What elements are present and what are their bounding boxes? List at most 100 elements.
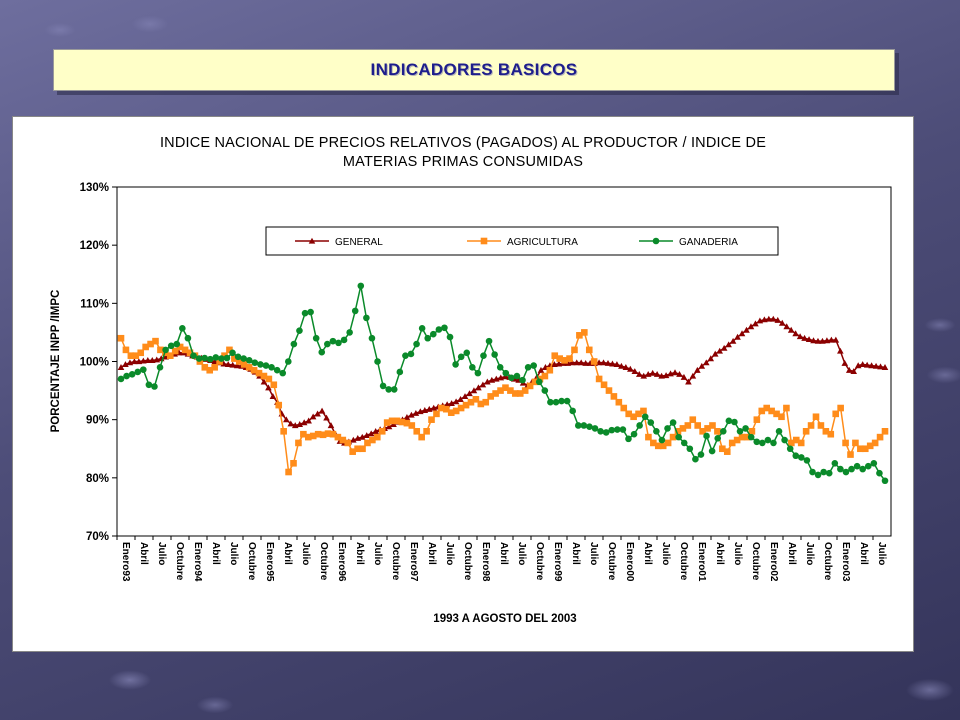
data-point <box>591 425 599 432</box>
data-point <box>552 398 560 406</box>
data-point <box>487 393 494 400</box>
data-point <box>561 357 568 364</box>
data-point <box>868 362 875 369</box>
y-tick-label: 90% <box>86 415 109 427</box>
data-point <box>402 352 409 359</box>
data-point <box>863 361 871 368</box>
data-point <box>680 373 688 380</box>
x-tick-label: Octubre <box>606 542 617 581</box>
data-point <box>566 355 573 362</box>
data-point <box>218 355 225 362</box>
data-point <box>551 361 558 368</box>
data-point <box>857 445 864 453</box>
y-tick-label: 110% <box>80 298 109 310</box>
data-point <box>132 352 140 359</box>
data-point <box>647 419 655 426</box>
data-point <box>408 422 416 429</box>
data-point <box>229 361 236 368</box>
data-point <box>447 409 455 416</box>
data-point <box>290 340 298 348</box>
data-point <box>635 370 643 377</box>
data-point <box>630 413 637 421</box>
data-point <box>809 468 816 476</box>
data-point <box>452 398 460 405</box>
data-point <box>675 433 682 441</box>
data-point <box>358 433 366 440</box>
data-point <box>881 477 889 485</box>
data-point <box>764 436 772 444</box>
data-point <box>852 439 859 447</box>
data-point <box>686 445 694 453</box>
x-tick-label: Enero93 <box>120 542 131 582</box>
data-point <box>223 354 231 362</box>
data-point <box>385 386 392 393</box>
series-line <box>120 318 886 444</box>
data-point <box>162 346 169 354</box>
data-point <box>783 323 791 330</box>
data-point <box>728 439 736 447</box>
data-point <box>212 354 220 361</box>
data-point <box>240 355 247 362</box>
data-point <box>357 282 365 290</box>
data-point <box>671 369 679 376</box>
data-point <box>719 445 726 453</box>
banner-title: INDICADORES BASICOS <box>370 60 578 79</box>
data-point <box>837 404 844 412</box>
data-point <box>689 416 697 423</box>
data-point <box>144 357 152 363</box>
data-point <box>861 445 869 453</box>
data-point <box>622 364 630 370</box>
data-point <box>268 364 275 371</box>
data-point <box>763 404 771 412</box>
data-point <box>615 398 623 406</box>
data-point <box>507 387 514 394</box>
data-point <box>240 361 248 368</box>
data-point <box>761 316 768 323</box>
data-point <box>870 459 878 467</box>
data-point <box>245 364 253 371</box>
data-point <box>226 346 233 354</box>
data-point <box>774 316 782 323</box>
data-point <box>354 445 361 453</box>
data-point <box>608 426 616 434</box>
data-point <box>864 462 872 470</box>
data-point <box>428 416 435 423</box>
data-point <box>586 423 593 430</box>
x-tick-label: Octubre <box>318 542 329 581</box>
data-point <box>521 387 529 394</box>
data-point <box>496 364 504 371</box>
data-point <box>819 337 826 344</box>
data-point <box>654 442 662 450</box>
data-point <box>877 363 884 370</box>
data-point <box>482 398 490 406</box>
data-point <box>797 439 805 447</box>
data-point <box>480 237 488 245</box>
data-point <box>290 459 297 467</box>
chart-title-line1: INDICE NACIONAL DE PRECIOS RELATIVOS (PA… <box>160 135 766 151</box>
data-point <box>201 354 208 362</box>
data-point <box>827 430 835 438</box>
data-point <box>195 355 203 362</box>
data-point <box>324 430 332 437</box>
x-tick-label: Abril <box>570 542 581 565</box>
data-point <box>296 327 303 334</box>
data-point <box>131 358 138 365</box>
data-point <box>714 434 722 442</box>
legend-box <box>265 226 779 256</box>
data-point <box>792 330 799 337</box>
data-point <box>881 364 889 370</box>
data-point <box>770 315 777 322</box>
data-point <box>461 393 469 400</box>
data-point <box>319 431 327 439</box>
data-point <box>551 352 559 359</box>
series-ganaderia <box>117 282 889 485</box>
data-point <box>689 372 697 379</box>
data-point <box>284 358 292 365</box>
data-point <box>828 336 835 343</box>
data-point <box>796 333 804 340</box>
data-point <box>462 401 470 409</box>
data-point <box>627 365 634 372</box>
data-point <box>418 433 425 441</box>
data-point <box>184 334 192 342</box>
data-point <box>142 343 149 351</box>
